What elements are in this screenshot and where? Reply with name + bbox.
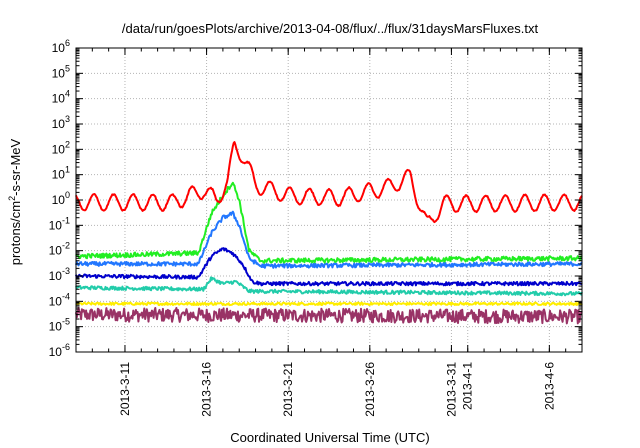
x-tick-label: 2013-4-6 <box>542 362 556 410</box>
x-tick-label: 2013-3-31 <box>444 362 458 417</box>
x-axis: 2013-3-11 2013-3-16 2013-3-21 2013-3-26 2013… <box>75 48 583 417</box>
series-line <box>75 276 583 297</box>
y-axis-label: protons/cm2-s-sr-MeV <box>7 138 23 265</box>
series-line <box>75 181 583 264</box>
series-line <box>75 247 583 287</box>
chart-title: /data/run/goesPlots/archive/2013-04-08/f… <box>122 21 539 36</box>
series-line <box>75 306 583 325</box>
x-tick-label: 2013-3-16 <box>200 362 214 417</box>
x-tick-label: 2013-3-11 <box>118 362 132 416</box>
x-axis-label: Coordinated Universal Time (UTC) <box>230 430 429 445</box>
x-tick-label: 2013-4-1 <box>461 362 475 410</box>
series-layer <box>75 141 583 325</box>
series-line <box>75 141 583 224</box>
grid-lines <box>76 48 582 352</box>
x-tick-label: 2013-3-21 <box>281 362 295 417</box>
series-line <box>75 301 583 307</box>
series-line <box>75 210 583 269</box>
x-tick-label: 2013-3-26 <box>363 362 377 417</box>
